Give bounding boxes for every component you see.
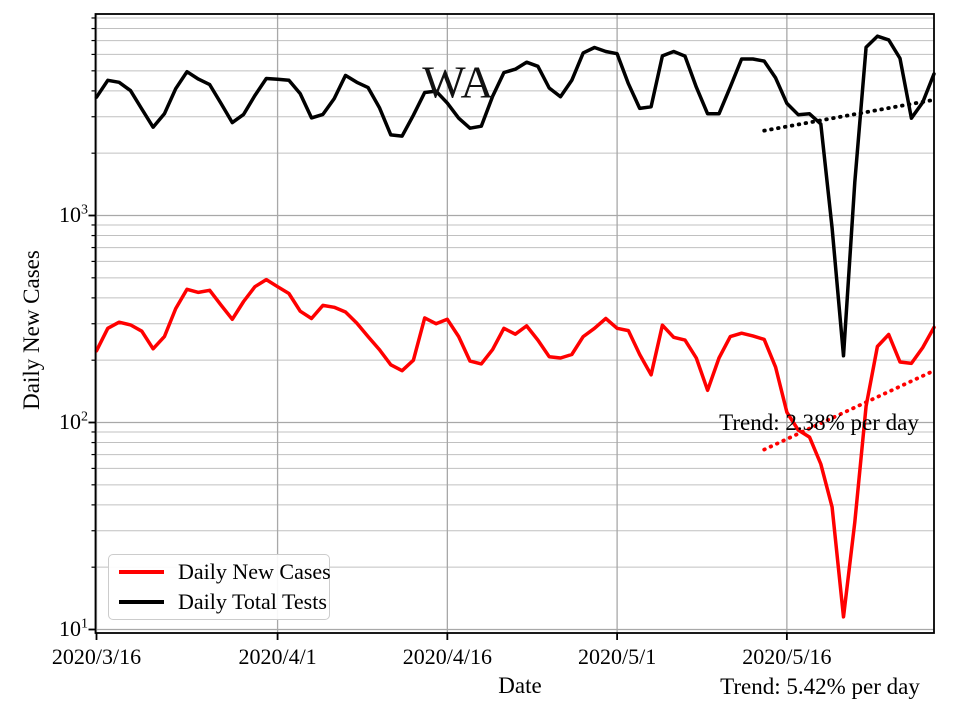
legend-entry-tests: Daily Total Tests <box>109 589 329 615</box>
legend-label-tests: Daily Total Tests <box>178 589 327 614</box>
gridlines <box>95 14 934 633</box>
tests-line-swatch <box>119 600 164 604</box>
chart-title: WA <box>422 56 494 108</box>
cases-trend-dotted-line <box>762 368 936 452</box>
daily-total-tests-line <box>94 34 936 358</box>
x-tick-label: 2020/3/16 <box>51 644 142 669</box>
y-tick-label: 103 <box>59 201 88 227</box>
y-axis-label: Daily New Cases <box>19 250 44 410</box>
x-axis-label: Date <box>498 673 542 698</box>
x-tick-label: 2020/4/16 <box>402 644 492 669</box>
daily-new-cases-line <box>94 277 936 619</box>
y-tick-label: 102 <box>59 408 88 434</box>
legend-entry-cases: Daily New Cases <box>109 559 331 585</box>
legend: Daily New Cases Daily Total Tests <box>108 554 331 620</box>
axis-ticks <box>88 17 788 640</box>
x-tick-label: 2020/5/16 <box>742 644 832 669</box>
tests-trend-dotted-line <box>762 97 936 133</box>
trend-annotation-cases: Trend: 5.42% per day <box>720 674 920 699</box>
x-tick-label: 2020/4/1 <box>238 644 317 669</box>
y-tick-label: 101 <box>59 615 88 641</box>
cases-line-swatch <box>119 570 164 574</box>
x-tick-label: 2020/5/1 <box>577 644 657 669</box>
legend-label-cases: Daily New Cases <box>178 559 331 584</box>
trend-annotation-tests: Trend: 2.38% per day <box>719 410 919 435</box>
data-series <box>94 34 936 619</box>
